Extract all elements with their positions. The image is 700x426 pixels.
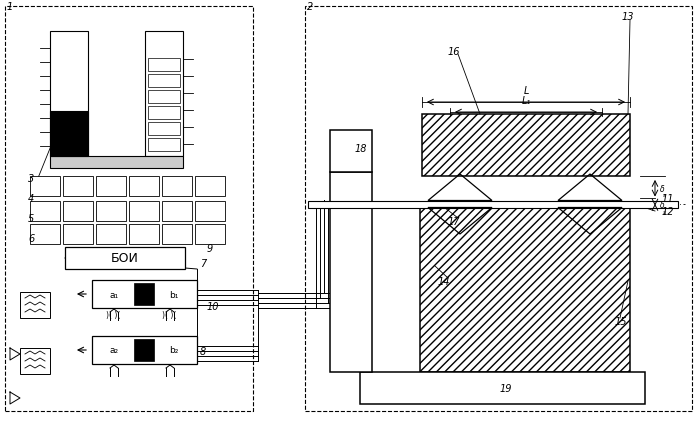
Text: 11: 11 [662, 193, 675, 204]
Bar [162, 225, 192, 245]
Bar [63, 177, 93, 196]
Bar [330, 131, 372, 173]
Bar [50, 112, 88, 157]
Bar [96, 201, 126, 222]
Text: 18: 18 [355, 144, 368, 154]
Bar [20, 292, 50, 318]
Bar [63, 201, 93, 222]
Bar [195, 225, 225, 245]
Text: 6: 6 [28, 233, 34, 243]
Text: 14: 14 [438, 276, 451, 286]
Text: 19: 19 [500, 383, 512, 393]
Bar [305, 7, 692, 411]
Text: БОИ: БОИ [111, 252, 139, 265]
Bar [96, 177, 126, 196]
Text: 2: 2 [307, 2, 313, 12]
Text: L₁: L₁ [522, 96, 531, 106]
Text: 17: 17 [448, 216, 461, 227]
Text: a₂: a₂ [109, 345, 118, 355]
Bar [129, 201, 159, 222]
Bar [422, 115, 630, 177]
Bar [148, 91, 180, 104]
Text: δ: δ [660, 184, 664, 193]
Bar [92, 336, 197, 364]
Text: 10: 10 [207, 301, 220, 311]
Text: 4: 4 [28, 193, 34, 204]
Bar [20, 348, 50, 374]
Bar [50, 157, 183, 169]
Text: 9: 9 [207, 243, 214, 253]
Bar [30, 225, 60, 245]
Bar [96, 225, 126, 245]
Bar [63, 225, 93, 245]
Bar [162, 177, 192, 196]
Bar [195, 177, 225, 196]
Bar [308, 201, 678, 208]
Bar [145, 32, 183, 157]
Bar [148, 59, 180, 72]
Bar [148, 107, 180, 120]
Bar [129, 177, 159, 196]
Text: 1: 1 [7, 2, 13, 12]
Bar [92, 280, 197, 308]
Text: 13: 13 [622, 12, 634, 22]
Bar [30, 201, 60, 222]
Text: 8: 8 [200, 346, 206, 356]
Text: s: s [663, 193, 666, 198]
Bar [129, 225, 159, 245]
Text: δ: δ [660, 201, 664, 210]
Bar [134, 283, 154, 305]
Text: 7: 7 [200, 259, 206, 268]
Text: a₁: a₁ [109, 290, 118, 299]
Text: 5: 5 [28, 213, 34, 224]
Bar [30, 177, 60, 196]
Text: b₂: b₂ [169, 345, 178, 355]
Text: 16: 16 [448, 47, 461, 57]
Text: b₁: b₁ [169, 290, 178, 299]
Text: 3: 3 [28, 173, 34, 184]
Bar [148, 75, 180, 88]
Bar [162, 201, 192, 222]
Bar [5, 7, 253, 411]
Bar [330, 173, 372, 372]
Text: L: L [524, 86, 528, 96]
Text: )( )(: )( )( [162, 311, 178, 320]
Text: )( )(: )( )( [106, 311, 122, 320]
Bar [148, 123, 180, 136]
Text: 12: 12 [662, 207, 675, 216]
Text: 15: 15 [615, 316, 627, 326]
Bar [420, 202, 630, 372]
Bar [148, 139, 180, 152]
Text: s: s [663, 209, 666, 214]
Bar [360, 372, 645, 404]
Bar [50, 32, 88, 157]
Bar [134, 339, 154, 361]
Bar [65, 248, 185, 269]
Bar [195, 201, 225, 222]
